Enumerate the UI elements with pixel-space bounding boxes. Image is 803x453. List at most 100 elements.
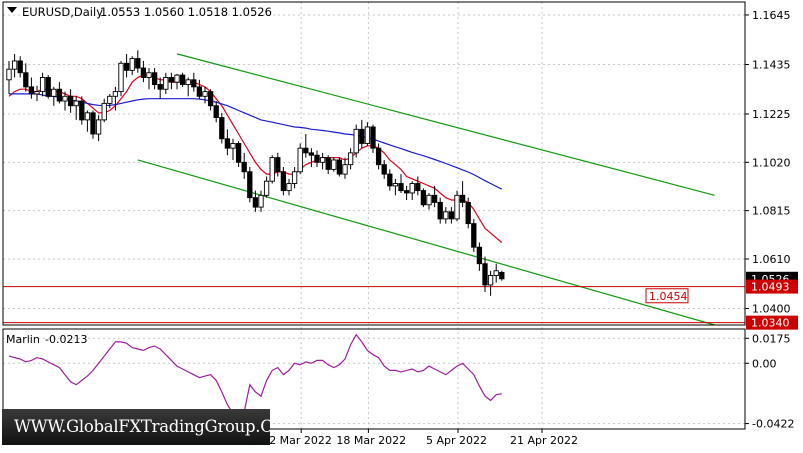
bearish-candle-body xyxy=(219,117,225,140)
fast-moving-average-line xyxy=(8,74,503,243)
candle xyxy=(420,188,427,208)
candle xyxy=(426,192,432,210)
marlin-oscillator-line xyxy=(8,333,502,419)
level-price-label: 1.0493 xyxy=(751,281,790,294)
candle xyxy=(476,242,483,271)
candle xyxy=(191,72,197,92)
bullish-candle-body xyxy=(6,68,12,81)
bullish-candle-body xyxy=(163,76,169,90)
oscillator-axis-label: 0.0175 xyxy=(752,332,791,345)
candle xyxy=(213,101,219,123)
candle xyxy=(303,134,309,158)
candle xyxy=(73,96,79,120)
candle xyxy=(370,124,376,153)
bearish-candle-body xyxy=(252,197,259,208)
candle xyxy=(112,86,119,111)
bearish-candle-body xyxy=(79,100,85,121)
bullish-candle-body xyxy=(286,183,292,192)
bullish-candle-body xyxy=(112,91,119,97)
candle xyxy=(387,169,393,191)
bullish-candle-body xyxy=(426,194,432,206)
bullish-candle-body xyxy=(291,171,298,184)
bullish-candle-body xyxy=(84,112,91,121)
candle xyxy=(252,190,259,212)
bullish-candle-body xyxy=(342,164,348,175)
oscillator-axis-label: -0.0422 xyxy=(752,418,794,431)
candle xyxy=(269,155,275,184)
bearish-candle-body xyxy=(499,271,505,280)
chart-ohlc-readout: 1.0553 1.0560 1.0518 1.0526 xyxy=(100,5,272,19)
candle xyxy=(6,60,12,94)
bearish-candle-body xyxy=(359,128,365,144)
candle xyxy=(258,190,264,212)
bearish-candle-body xyxy=(415,183,421,192)
bearish-candle-body xyxy=(275,157,281,173)
candle xyxy=(291,167,298,189)
candle xyxy=(90,110,96,139)
bearish-candle-body xyxy=(420,190,427,206)
candle xyxy=(45,75,51,99)
bearish-candle-body xyxy=(17,60,23,74)
candle xyxy=(219,112,225,144)
oscillator-panel-frame xyxy=(2,328,746,430)
bullish-candle-body xyxy=(347,152,354,166)
bearish-candle-body xyxy=(448,211,455,220)
candle xyxy=(454,190,460,222)
candle xyxy=(375,143,382,170)
bullish-candle-body xyxy=(118,62,124,93)
candle xyxy=(499,270,505,281)
candle xyxy=(207,89,214,111)
bearish-candle-body xyxy=(140,67,147,78)
candle xyxy=(381,159,387,179)
bearish-candle-body xyxy=(56,88,63,102)
price-axis-label: 1.1645 xyxy=(752,9,791,22)
bullish-candle-body xyxy=(95,119,102,135)
candle xyxy=(437,197,443,224)
bearish-candle-body xyxy=(123,62,130,71)
candle xyxy=(196,79,203,99)
bullish-candle-body xyxy=(493,270,499,276)
candle xyxy=(51,86,57,106)
candle xyxy=(235,141,242,168)
price-axis-label: 1.1020 xyxy=(752,156,791,169)
candle xyxy=(359,119,365,149)
candle xyxy=(23,63,29,92)
candle xyxy=(342,157,348,179)
candle xyxy=(487,270,494,296)
bearish-candle-body xyxy=(224,138,231,149)
bearish-candle-body xyxy=(465,201,471,225)
candle xyxy=(308,148,315,168)
bullish-candle-body xyxy=(101,102,107,121)
bullish-candle-body xyxy=(129,58,135,71)
candle xyxy=(392,178,399,196)
candle xyxy=(151,68,158,90)
candle xyxy=(353,124,359,158)
bullish-candle-body xyxy=(174,74,180,83)
candle xyxy=(247,167,253,203)
candle xyxy=(314,150,320,168)
bearish-candle-body xyxy=(471,223,477,248)
bullish-candle-body xyxy=(331,159,337,170)
candle xyxy=(146,68,152,90)
candle xyxy=(67,89,74,113)
bearish-candle-body xyxy=(191,79,197,88)
candle xyxy=(168,72,175,90)
candle xyxy=(336,157,343,177)
candle xyxy=(79,96,85,125)
price-axis-label: 1.0815 xyxy=(752,205,791,218)
bearish-candle-body xyxy=(207,91,214,107)
chart-symbol-label: EURUSD,Daily xyxy=(22,5,103,19)
bearish-candle-body xyxy=(28,86,35,95)
bullish-candle-body xyxy=(258,194,264,208)
price-axis-label: 1.0610 xyxy=(752,253,791,266)
collapse-triangle-icon[interactable] xyxy=(7,7,17,13)
bearish-candle-body xyxy=(387,173,393,187)
candle xyxy=(84,110,91,132)
price-axis-label: 1.0400 xyxy=(752,302,791,315)
candle xyxy=(319,152,326,170)
candle xyxy=(224,129,231,156)
candle xyxy=(17,56,23,78)
